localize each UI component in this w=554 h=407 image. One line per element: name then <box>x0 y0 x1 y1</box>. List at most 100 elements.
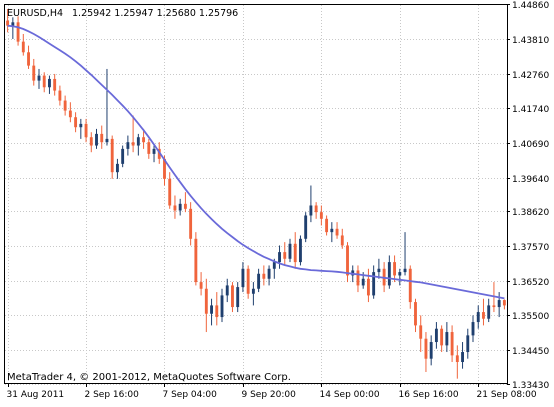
candle-bull-body <box>309 205 312 215</box>
candle-bear-body <box>64 101 67 111</box>
candle-bear-body <box>503 300 506 305</box>
candle-bear-body <box>451 332 454 355</box>
candle-bull-body <box>289 244 292 259</box>
candle-bear-body <box>294 244 297 262</box>
candle-bear-body <box>194 239 197 282</box>
candle-bull-body <box>11 22 14 25</box>
candle-bear-body <box>200 282 203 289</box>
candle-bear-body <box>58 91 61 101</box>
candle-bear-body <box>142 137 145 142</box>
candle-bear-body <box>414 302 417 325</box>
candle-bull-body <box>477 312 480 322</box>
candle-bear-body <box>482 312 485 319</box>
candle-bull-body <box>304 215 307 238</box>
time-tick-label: 21 Sep 08:00 <box>477 390 537 400</box>
candle-bear-body <box>132 142 135 145</box>
candle-bull-body <box>95 134 98 146</box>
candle-bear-body <box>22 42 25 53</box>
candle-bull-body <box>430 342 433 359</box>
candle-bull-body <box>48 79 51 87</box>
candle-bear-body <box>409 269 412 302</box>
candle-bear-body <box>74 117 77 127</box>
candle-bear-body <box>419 325 422 338</box>
price-tick-label: 1.37570 <box>512 243 549 253</box>
candle-bull-body <box>330 229 333 232</box>
time-tick-label: 31 Aug 2011 <box>7 390 65 400</box>
candle-bear-body <box>247 269 250 294</box>
candle-bear-body <box>215 305 218 317</box>
candle-bull-body <box>106 139 109 142</box>
candle-bear-body <box>168 179 171 206</box>
candle-bear-body <box>492 305 495 307</box>
price-tick-label: 1.40690 <box>512 140 549 150</box>
candle-bear-body <box>53 79 56 91</box>
candle-bear-body <box>262 274 265 279</box>
candle-bear-body <box>425 339 428 359</box>
price-tick-label: 1.38620 <box>512 208 549 218</box>
candle-bull-body <box>137 137 140 145</box>
price-tick-label: 1.35500 <box>512 312 549 322</box>
candle-bear-body <box>85 124 88 137</box>
candle-bear-body <box>440 329 443 346</box>
candle-bull-body <box>221 295 224 317</box>
price-tick-label: 1.36520 <box>512 278 549 288</box>
candle-bear-body <box>189 209 192 239</box>
candle-bull-body <box>398 272 401 275</box>
candle-bear-body <box>184 204 187 209</box>
candle-bull-body <box>388 262 391 285</box>
candle-bull-body <box>126 142 129 149</box>
candle-bear-body <box>357 270 360 285</box>
symbol-label: EURUSD,H4 <box>7 8 63 19</box>
candle-bull-body <box>362 279 365 286</box>
candle-bull-body <box>435 329 438 342</box>
candle-bear-body <box>100 134 103 142</box>
candle-bull-body <box>278 252 281 262</box>
candle-bull-body <box>498 300 501 307</box>
price-tick-label: 1.41740 <box>512 105 549 115</box>
copyright-label: MetaTrader 4, © 2001-2012, MetaQuotes So… <box>7 372 291 383</box>
candle-bear-body <box>205 289 208 314</box>
candle-bear-body <box>27 52 30 65</box>
price-tick-label: 1.34450 <box>512 347 549 357</box>
candle-bull-body <box>241 269 244 287</box>
candle-bear-body <box>32 66 35 81</box>
candle-bull-body <box>445 332 448 345</box>
price-tick-label: 1.39640 <box>512 175 549 185</box>
time-tick-label: 14 Sep 00:00 <box>320 390 380 400</box>
time-tick-label: 16 Sep 16:00 <box>399 390 459 400</box>
candle-bear-body <box>320 212 323 219</box>
candle-bear-body <box>69 111 72 118</box>
candle-bull-body <box>236 287 239 307</box>
candle-bull-body <box>121 149 124 164</box>
candle-bull-body <box>487 305 490 318</box>
candle-bear-body <box>231 285 234 307</box>
candle-bear-body <box>90 137 93 145</box>
candle-bull-body <box>79 124 82 127</box>
candle-bull-body <box>268 269 271 279</box>
candle-bear-body <box>43 76 46 88</box>
time-tick-label: 9 Sep 20:00 <box>242 390 297 400</box>
candle-bear-body <box>17 22 20 41</box>
candle-bear-body <box>283 252 286 259</box>
candle-bull-body <box>210 305 213 313</box>
price-tick-label: 1.44860 <box>512 1 549 11</box>
candle-bear-body <box>393 262 396 275</box>
candle-bull-body <box>273 262 276 269</box>
candle-bull-body <box>472 322 475 335</box>
candle-bear-body <box>346 245 349 275</box>
ohlc-label: 1.25942 1.25947 1.25680 1.25796 <box>72 8 238 19</box>
candle-bull-body <box>252 289 255 294</box>
candle-bull-body <box>461 352 464 362</box>
candle-bull-body <box>116 164 119 172</box>
candle-bull-body <box>257 274 260 289</box>
candle-bull-body <box>299 239 302 262</box>
candle-bear-body <box>111 139 114 172</box>
candle-bear-body <box>315 205 318 212</box>
time-tick-label: 2 Sep 16:00 <box>85 390 140 400</box>
candle-bear-body <box>147 142 150 154</box>
candle-bear-body <box>174 205 177 210</box>
price-tick-label: 1.42760 <box>512 71 549 81</box>
